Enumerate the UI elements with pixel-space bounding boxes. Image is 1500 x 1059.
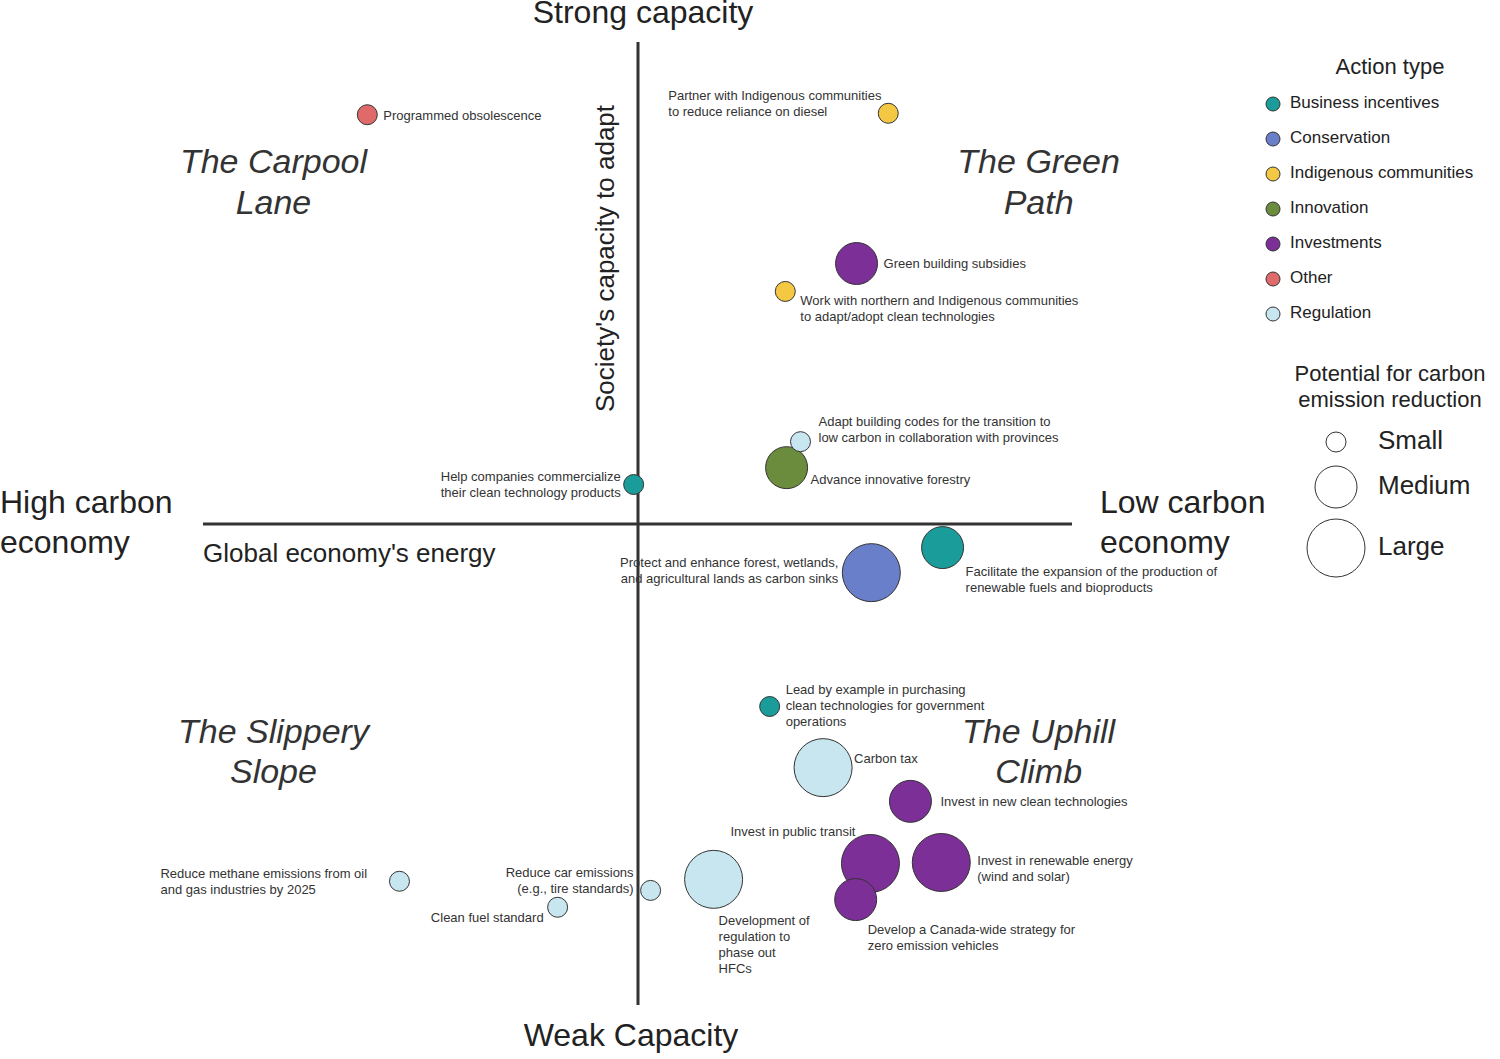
svg-text:Invest in renewable energy(win: Invest in renewable energy(wind and sola… xyxy=(977,853,1133,884)
svg-text:Green building subsidies: Green building subsidies xyxy=(884,256,1027,271)
svg-text:Global economy's energy: Global economy's energy xyxy=(203,538,496,568)
svg-text:Low carboneconomy: Low carboneconomy xyxy=(1100,484,1265,560)
svg-text:Invest in public transit: Invest in public transit xyxy=(730,824,855,839)
svg-text:Partner with Indigenous commun: Partner with Indigenous communitiesto re… xyxy=(668,88,882,119)
svg-text:Protect and enhance forest, we: Protect and enhance forest, wetlands,and… xyxy=(620,555,839,586)
svg-text:Weak Capacity: Weak Capacity xyxy=(524,1017,739,1053)
svg-text:Small: Small xyxy=(1378,425,1443,455)
svg-text:The SlipperySlope: The SlipperySlope xyxy=(178,712,371,790)
svg-text:The CarpoolLane: The CarpoolLane xyxy=(180,142,369,220)
svg-text:Reduce car emissions(e.g., tir: Reduce car emissions(e.g., tire standard… xyxy=(506,865,634,896)
svg-text:Clean fuel standard: Clean fuel standard xyxy=(431,910,544,925)
svg-text:Facilitate the expansion of th: Facilitate the expansion of the producti… xyxy=(966,564,1218,595)
svg-text:Adapt building codes for the t: Adapt building codes for the transition … xyxy=(819,414,1059,445)
svg-text:Development ofregulation topha: Development ofregulation tophase outHFCs xyxy=(719,913,810,976)
svg-text:The GreenPath: The GreenPath xyxy=(957,142,1120,220)
svg-text:Society's capacity to adapt: Society's capacity to adapt xyxy=(590,104,620,412)
svg-text:Business incentives: Business incentives xyxy=(1290,93,1439,112)
svg-text:Potential for carbonemission r: Potential for carbonemission reduction xyxy=(1295,361,1486,412)
svg-text:Invest in new clean technologi: Invest in new clean technologies xyxy=(940,794,1128,809)
svg-text:Programmed obsolescence: Programmed obsolescence xyxy=(383,108,541,123)
svg-text:Regulation: Regulation xyxy=(1290,303,1371,322)
svg-text:Other: Other xyxy=(1290,268,1333,287)
svg-text:Investments: Investments xyxy=(1290,233,1382,252)
svg-text:Lead by example in purchasingc: Lead by example in purchasingclean techn… xyxy=(786,682,985,729)
svg-text:Indigenous communities: Indigenous communities xyxy=(1290,163,1473,182)
svg-text:Action type: Action type xyxy=(1336,54,1445,79)
svg-text:Work with northern and Indigen: Work with northern and Indigenous commun… xyxy=(800,293,1078,324)
svg-text:The UphillClimb: The UphillClimb xyxy=(962,712,1117,790)
svg-text:Innovation: Innovation xyxy=(1290,198,1368,217)
svg-text:Advance innovative forestry: Advance innovative forestry xyxy=(811,472,971,487)
svg-text:Reduce methane emissions from: Reduce methane emissions from oiland gas… xyxy=(160,866,367,897)
svg-text:Help companies commercializeth: Help companies commercializetheir clean … xyxy=(441,469,621,500)
svg-text:Develop a Canada-wide strategy: Develop a Canada-wide strategy forzero e… xyxy=(868,922,1076,953)
svg-text:Conservation: Conservation xyxy=(1290,128,1390,147)
svg-text:Medium: Medium xyxy=(1378,470,1470,500)
svg-text:Carbon tax: Carbon tax xyxy=(854,751,918,766)
svg-text:High carboneconomy: High carboneconomy xyxy=(0,484,173,560)
svg-text:Strong capacity: Strong capacity xyxy=(533,0,754,30)
svg-text:Large: Large xyxy=(1378,531,1445,561)
